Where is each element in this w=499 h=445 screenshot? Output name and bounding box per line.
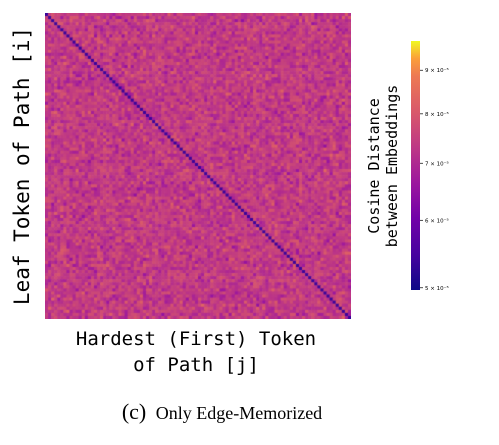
colorbar-label-line1: Cosine Distance: [365, 98, 383, 233]
colorbar-tick-label-0: 5 × 10⁻⁵: [425, 285, 449, 292]
figure-caption: (c) Only Edge-Memorized: [122, 399, 322, 424]
caption-text: Only Edge-Memorized: [156, 403, 322, 423]
heatmap-area: [45, 13, 351, 319]
colorbar-tick-label-1: 6 × 10⁻⁵: [425, 217, 449, 224]
caption-label: (c): [122, 399, 146, 424]
x-axis-label-line1: Hardest (First) Token: [76, 328, 316, 350]
colorbar-tick-label-3: 8 × 10⁻⁵: [425, 111, 449, 118]
x-axis-label-line2: of Path [j]: [133, 354, 259, 376]
colorbar-tick-label-2: 7 × 10⁻⁵: [425, 160, 449, 167]
colorbar-ticks: 5 × 10⁻⁵ 6 × 10⁻⁵ 7 × 10⁻⁵ 8 × 10⁻⁵ 9 × 10⁻⁵: [420, 67, 449, 292]
y-axis-label: Leaf Token of Path [i]: [10, 27, 34, 305]
colorbar-tick-label-4: 9 × 10⁻⁵: [425, 67, 449, 74]
colorbar: [411, 41, 420, 290]
colorbar-label-line2: between Embeddings: [383, 85, 401, 248]
